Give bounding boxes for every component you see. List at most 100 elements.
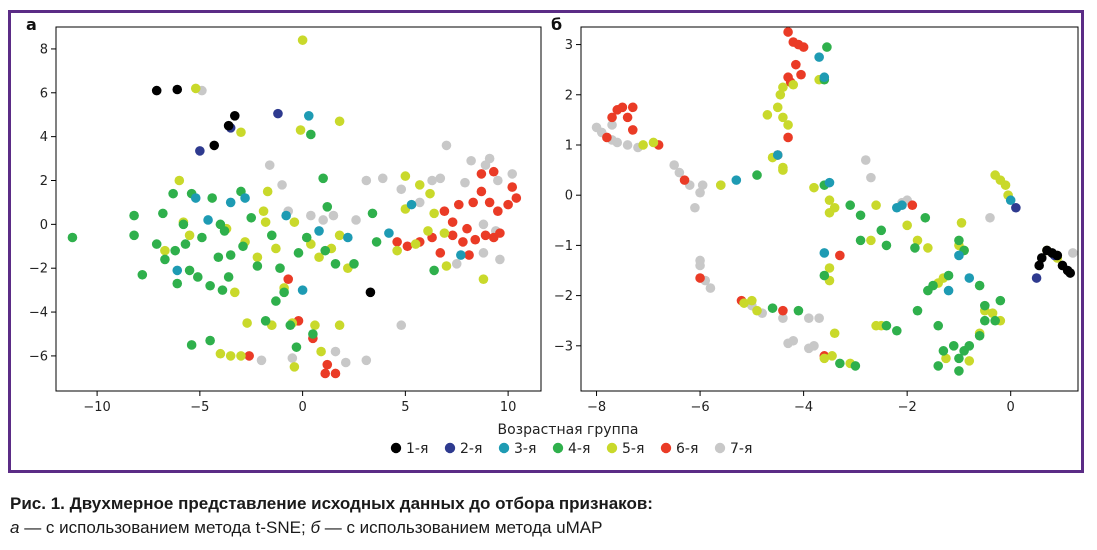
x-tick-label: 10 (500, 400, 517, 415)
y-tick-label: −2 (554, 289, 573, 304)
scatter-point (351, 215, 361, 225)
scatter-point (783, 132, 793, 143)
scatter-point (829, 328, 840, 339)
scatter-point (731, 175, 742, 185)
scatter-point (871, 200, 881, 211)
scatter-point (607, 112, 617, 123)
scatter-point (956, 218, 967, 228)
scatter-point (384, 228, 394, 238)
scatter-point (178, 219, 189, 230)
scatter-point (1065, 268, 1076, 278)
scatter-point (295, 125, 306, 135)
scatter-point (203, 215, 213, 225)
caption-title: Рис. 1. Двухмерное представление исходны… (10, 494, 653, 513)
scatter-point (855, 235, 866, 246)
scatter-point (190, 193, 201, 203)
scatter-point (458, 237, 468, 247)
scatter-point (207, 193, 217, 203)
scatter-point (1034, 260, 1044, 271)
scatter-point (320, 245, 331, 256)
scatter-point (775, 89, 786, 100)
scatter-point (695, 187, 705, 198)
scatter-point (223, 272, 234, 282)
caption-description: а — с использованием метода t-SNE; б — с… (10, 516, 1090, 540)
scatter-point (974, 330, 985, 341)
scatter-point (172, 84, 183, 95)
scatter-point (697, 180, 708, 190)
scatter-point (328, 210, 339, 221)
scatter-point (964, 273, 975, 283)
x-axis-label: Возрастная группа (498, 422, 639, 438)
scatter-point (271, 243, 281, 254)
scatter-point (819, 353, 830, 364)
scatter-point (197, 232, 207, 243)
scatter-point (289, 362, 300, 372)
y-tick-label: 8 (40, 42, 48, 57)
scatter-point (638, 140, 648, 150)
scatter-point (1036, 253, 1047, 263)
scatter-point (439, 228, 450, 238)
scatter-point (451, 259, 462, 269)
caption-b-text: — с использованием метода uMAP (320, 518, 603, 537)
x-tick-label: −2 (898, 400, 917, 415)
scatter-point (349, 259, 359, 269)
scatter-point (941, 353, 951, 364)
legend-marker (498, 442, 510, 454)
x-tick-label: 0 (298, 400, 306, 415)
scatter-point (1052, 250, 1063, 261)
scatter-point (195, 146, 205, 156)
y-tick-label: 0 (565, 189, 573, 204)
scatter-point (478, 248, 489, 258)
scatter-point (1000, 180, 1011, 190)
scatter-point (943, 285, 954, 296)
scatter-point (308, 329, 318, 339)
panel-b: б −8 −6 −4 −2 0 −3 −2 −1 0 1 2 3 (551, 15, 1079, 415)
scatter-point (279, 287, 289, 298)
x-tick-label: −6 (690, 400, 709, 415)
scatter-point (674, 167, 685, 178)
scatter-point (252, 252, 263, 263)
y-tick-label: 0 (40, 218, 48, 233)
scatter-point (495, 254, 505, 265)
y-tick-label: −3 (554, 339, 573, 354)
plot-area (580, 26, 1079, 392)
scatter-point (881, 320, 892, 331)
scatter-point (266, 230, 277, 241)
scatter-point (256, 355, 267, 366)
y-tick-label: −6 (29, 349, 48, 364)
scatter-point (246, 212, 257, 223)
y-tick-label: 6 (40, 86, 48, 101)
scatter-point (215, 219, 226, 230)
scatter-point (468, 197, 478, 208)
scatter-point (850, 361, 861, 371)
scatter-point (460, 177, 470, 188)
scatter-point (297, 285, 308, 295)
scatter-point (778, 112, 788, 123)
scatter-point (933, 320, 944, 331)
scatter-point (627, 125, 638, 135)
scatter-point (912, 305, 923, 316)
scatter-point (480, 230, 491, 241)
scatter-point (238, 241, 248, 252)
scatter-point (933, 361, 944, 371)
y-tick-label: 1 (565, 138, 573, 153)
y-tick-label: 3 (565, 38, 573, 53)
scatter-point (995, 295, 1006, 306)
scatter-point (493, 206, 503, 216)
scatter-point (377, 173, 388, 184)
scatter-point (258, 206, 269, 216)
x-tick-label: 0 (1007, 400, 1015, 415)
scatter-point (151, 239, 162, 249)
scatter-point (923, 285, 933, 296)
scatter-point (229, 111, 240, 121)
scatter-point (423, 226, 433, 236)
scatter-point (695, 260, 705, 271)
scatter-point (791, 59, 801, 70)
scatter-point (453, 199, 464, 210)
scatter-point (695, 273, 705, 283)
scatter-point (273, 108, 283, 119)
scatter-point (462, 223, 472, 234)
scatter-point (441, 261, 452, 271)
legend-label: 3-я (514, 441, 536, 457)
